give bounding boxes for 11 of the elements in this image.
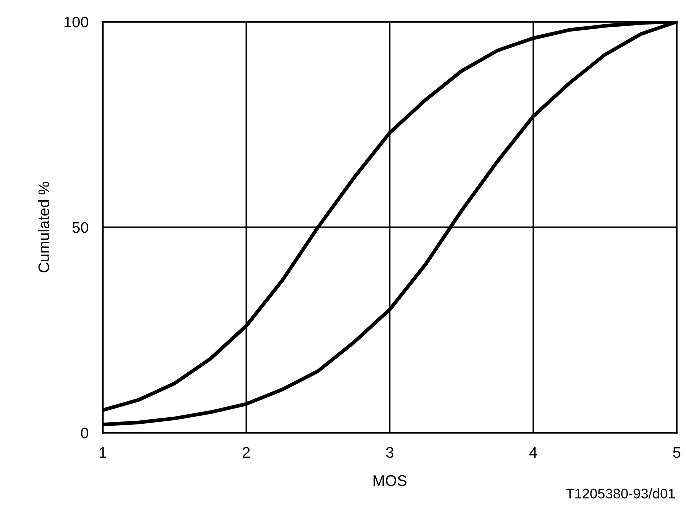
y-tick-label: 0 <box>81 428 89 439</box>
x-tick-label: 2 <box>243 447 250 458</box>
text: T1205380-93/d01 <box>566 488 676 499</box>
y-tick-label: 100 <box>64 16 89 28</box>
x-axis-title: MOS <box>374 475 407 486</box>
x-tick-label: 4 <box>530 447 538 458</box>
x-tick-label: 1 <box>100 447 107 458</box>
y-tick-label: 50 <box>72 222 89 234</box>
x-tick-label: 3 <box>386 447 394 458</box>
y-axis-title: Cumulated % <box>38 182 50 273</box>
x-tick-label: 5 <box>673 447 681 458</box>
